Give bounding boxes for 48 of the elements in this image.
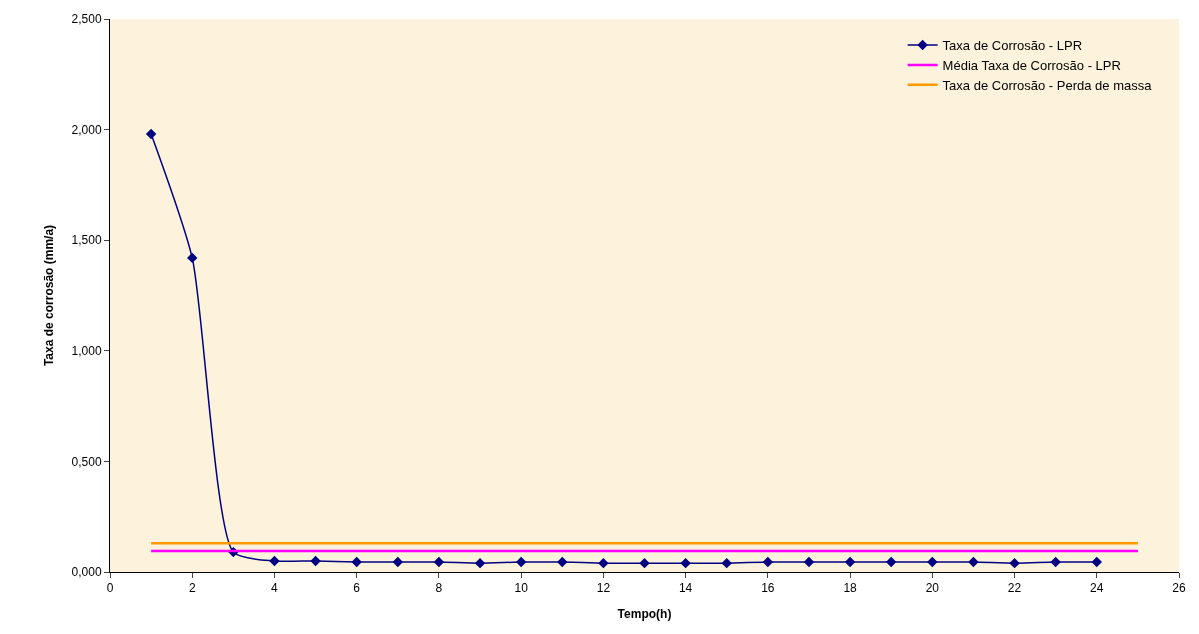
x-tick-label: 10 <box>514 581 529 596</box>
point <box>474 557 486 569</box>
x-tick-label: 2 <box>188 581 196 596</box>
x-tick-label: 8 <box>435 581 443 596</box>
y-tick-label: 1,500 <box>71 233 102 248</box>
x-tick-label: 22 <box>1007 581 1022 596</box>
legend-label: Taxa de Corrosão - LPR <box>942 38 1083 54</box>
point <box>1050 556 1061 568</box>
point <box>145 128 157 140</box>
point <box>187 252 198 264</box>
point <box>680 557 691 569</box>
y-tick-label: 2,000 <box>71 122 102 137</box>
y-tick-label: 1,000 <box>71 344 102 358</box>
point <box>968 556 979 568</box>
legend-label: Média Taxa de Corrosão - LPR <box>942 57 1121 73</box>
point <box>557 556 568 568</box>
point <box>1009 557 1020 569</box>
x-tick-label: 4 <box>271 581 279 596</box>
point <box>885 556 897 568</box>
x-tick-label: 14 <box>678 581 693 596</box>
point <box>351 556 362 568</box>
x-tick-label: 16 <box>761 581 775 596</box>
legend-label: Taxa de Corrosão - Perda de massa <box>942 77 1153 93</box>
y-axis-title: Taxa de corrosão (mm/a) <box>41 224 56 367</box>
y-tick-label: 0,000 <box>71 565 102 580</box>
point <box>803 556 815 568</box>
x-axis-title: Tempo(h) <box>617 607 672 622</box>
x-tick-label: 20 <box>925 581 940 596</box>
point <box>844 556 856 568</box>
point <box>721 557 732 569</box>
x-tick-label: 24 <box>1090 581 1104 596</box>
y-tick-label: 2,500 <box>71 12 102 27</box>
point <box>927 556 938 568</box>
point <box>433 556 445 568</box>
point <box>762 556 774 568</box>
point <box>392 556 404 568</box>
point <box>639 557 650 569</box>
point <box>310 555 321 567</box>
point <box>1091 556 1102 568</box>
x-tick-label: 26 <box>1172 581 1186 596</box>
point <box>515 556 527 568</box>
point <box>269 555 280 567</box>
point <box>598 557 609 569</box>
x-tick-label: 0 <box>106 581 114 596</box>
x-tick-label: 12 <box>596 581 611 596</box>
x-tick-label: 6 <box>353 581 361 596</box>
y-tick-label: 0,500 <box>71 454 102 469</box>
x-tick-label: 18 <box>843 581 858 596</box>
